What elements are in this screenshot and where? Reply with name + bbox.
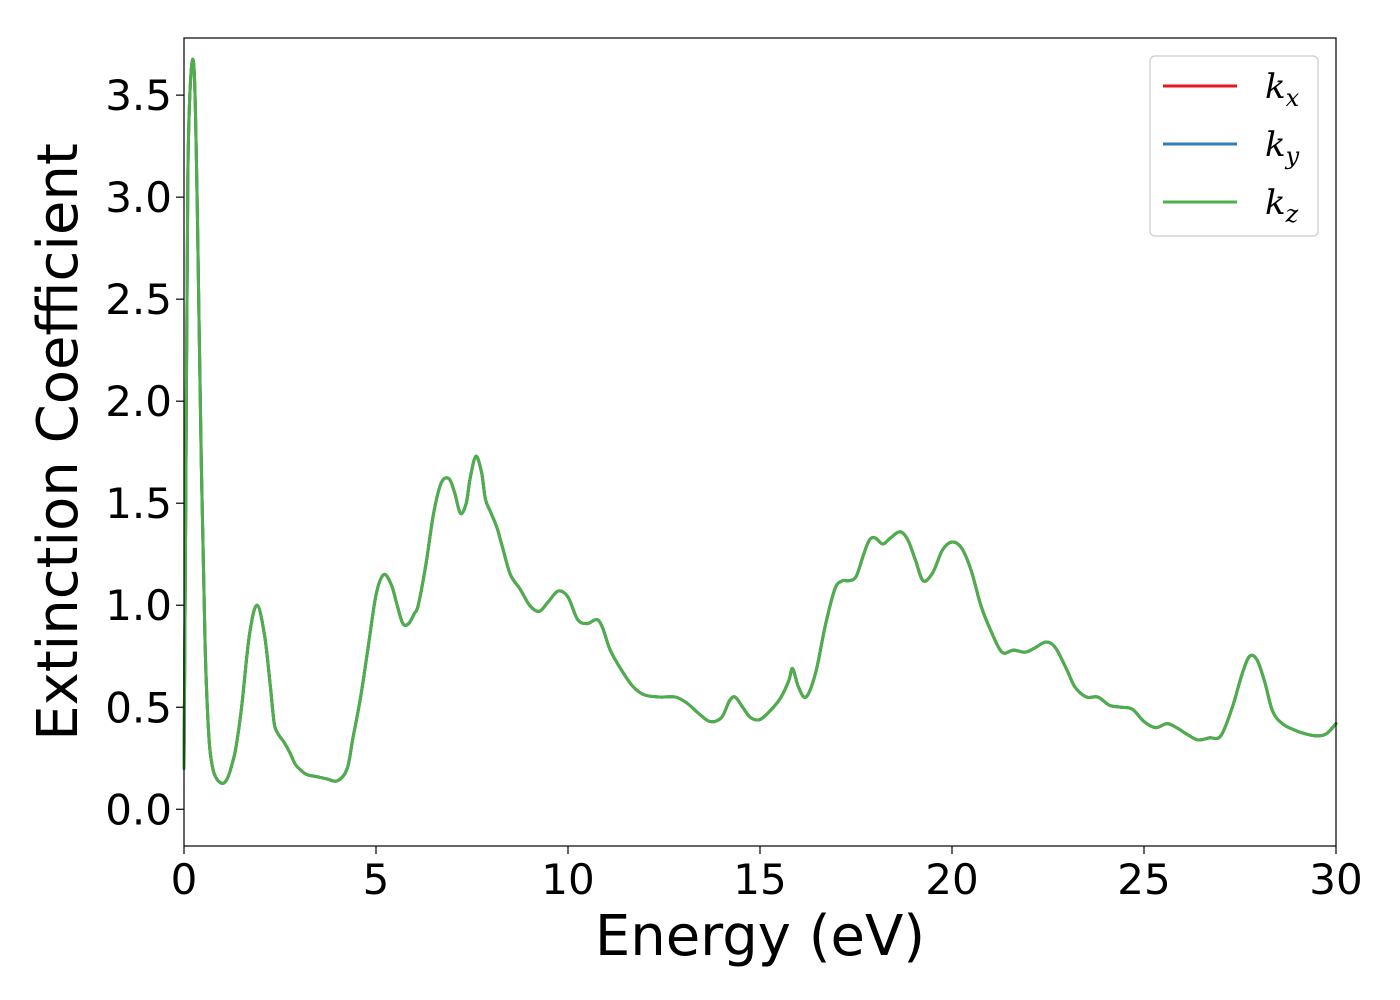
x-tick-label: 10	[541, 855, 594, 904]
legend-symbol: k	[1265, 125, 1286, 165]
y-tick-label: 2.5	[105, 275, 172, 324]
y-tick-label: 3.5	[105, 71, 172, 120]
x-tick-label: 5	[363, 855, 390, 904]
legend-subscript: x	[1286, 84, 1300, 112]
y-tick-label: 0.5	[105, 683, 172, 732]
y-tick-label: 1.0	[105, 581, 172, 630]
y-axis-label: Extinction Coefficient	[26, 143, 91, 741]
plot-background	[184, 38, 1336, 846]
legend-subscript: y	[1285, 142, 1300, 170]
x-axis-ticks: 0 5 10 15 20 25 30	[171, 846, 1363, 904]
legend-label-kz: kz	[1265, 183, 1299, 228]
y-axis-ticks: 0.0 0.5 1.0 1.5 2.0 2.5 3.0 3.5	[105, 71, 184, 834]
x-tick-label: 20	[925, 855, 978, 904]
legend-symbol: k	[1265, 183, 1286, 223]
y-tick-label: 1.5	[105, 479, 172, 528]
x-axis-label: Energy (eV)	[595, 904, 925, 969]
series-line-kz	[182, 57, 1338, 785]
legend-label-ky: ky	[1265, 125, 1300, 170]
y-tick-label: 0.0	[105, 785, 172, 834]
legend-box	[1149, 55, 1319, 237]
x-tick-label: 25	[1117, 855, 1170, 904]
y-tick-label: 2.0	[105, 377, 172, 426]
x-tick-label: 0	[171, 855, 198, 904]
legend-label-kx: kx	[1265, 67, 1300, 112]
legend-subscript: z	[1285, 200, 1299, 228]
series-layer	[182, 57, 1338, 785]
y-tick-label: 3.0	[105, 173, 172, 222]
x-tick-label: 30	[1309, 855, 1362, 904]
legend-symbol: k	[1265, 67, 1286, 107]
x-tick-label: 15	[733, 855, 786, 904]
